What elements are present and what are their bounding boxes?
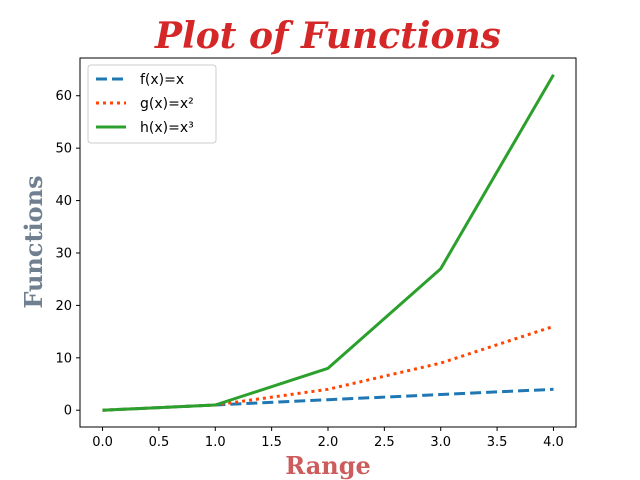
legend-label: g(x)=x²	[140, 96, 194, 112]
x-tick-label: 4.0	[543, 435, 564, 450]
y-tick-label: 60	[55, 89, 72, 104]
x-tick-label: 0.5	[149, 435, 170, 450]
x-tick-label: 3.0	[430, 435, 451, 450]
y-tick-label: 0	[64, 404, 72, 419]
y-tick-label: 10	[55, 351, 72, 366]
series-line	[102, 387, 554, 412]
y-tick-label: 20	[55, 299, 72, 314]
y-tick-label: 30	[55, 246, 72, 261]
x-tick-label: 2.5	[374, 435, 395, 450]
series-line	[102, 74, 555, 412]
plot-area: 0.0 0.5 1.0 1.5 2.0 2.5 3.0 3.5 4.0 0 10 20 30 40 50 60	[55, 57, 577, 450]
x-tick-label: 1.0	[205, 435, 226, 450]
legend-box	[87, 64, 217, 144]
x-tick-label: 1.5	[261, 435, 282, 450]
x-tick-label: 2.0	[318, 435, 339, 450]
x-tick-label: 3.5	[487, 435, 508, 450]
legend-label: h(x)=x³	[140, 120, 194, 136]
series-line	[102, 324, 554, 412]
y-axis-label: Functions	[19, 175, 48, 308]
y-tick-label: 40	[55, 194, 72, 209]
x-tick-label: 0.0	[92, 435, 113, 450]
chart-title: Plot of Functions	[154, 15, 501, 57]
x-axis-label: Range	[285, 451, 371, 480]
legend-label: f(x)=x	[140, 72, 184, 88]
y-tick-label: 50	[55, 142, 72, 157]
legend: f(x)=x g(x)=x² h(x)=x³	[87, 64, 217, 144]
